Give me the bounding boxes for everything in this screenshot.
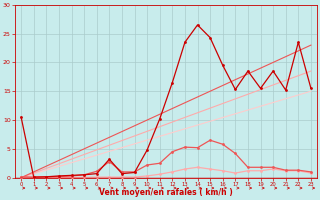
X-axis label: Vent moyen/en rafales ( km/h ): Vent moyen/en rafales ( km/h ) bbox=[99, 188, 233, 197]
